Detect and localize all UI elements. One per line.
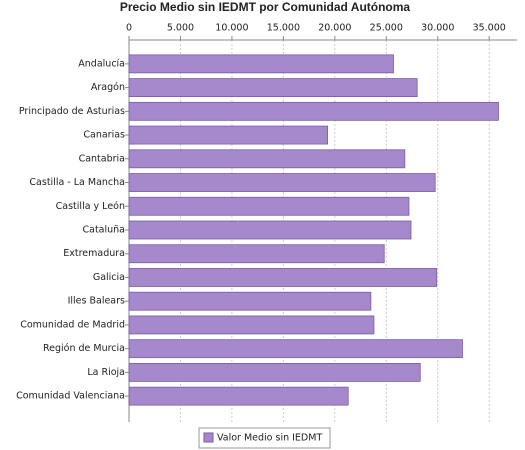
y-tick-label: Principado de Asturias [19,106,125,117]
y-tick-label: Aragón [91,82,125,93]
x-tick-label: 25.000 [370,23,403,34]
bar [128,101,499,121]
chart-title: Precio Medio sin IEDMT por Comunidad Aut… [120,0,411,14]
y-tick-label: Andalucía [78,58,125,69]
bar [128,220,412,240]
x-tick-label: 20.000 [318,23,351,34]
x-tick-label: 30.000 [421,23,454,34]
y-tick-label: Comunidad de Madrid [20,319,125,330]
y-tick-label: Cataluña [82,225,125,236]
bar [128,125,329,145]
bar [128,196,410,216]
x-tick-label: 0 [126,23,132,34]
y-tick-label: Canarias [83,130,125,141]
y-tick-label: Extremadura [63,248,125,259]
bar [128,244,385,264]
bar [128,291,372,311]
x-tick-label: 35.000 [473,23,506,34]
y-tick-label: Cantabria [79,153,125,164]
y-tick-label: Región de Murcia [43,343,125,354]
legend-label: Valor Medio sin IEDMT [217,433,322,444]
y-tick-label: Comunidad Valenciana [16,391,125,402]
legend-box [198,427,331,449]
y-tick-label: Illes Balears [68,296,125,307]
bar [128,268,438,287]
x-tick-label: 10.000 [215,23,248,34]
y-tick-label: La Rioja [87,367,125,378]
bar [128,386,349,406]
legend-swatch [203,432,214,443]
bar [128,362,421,382]
bar [128,173,436,192]
bar [128,54,394,74]
y-tick-label: Castilla - La Mancha [29,177,125,188]
bar [128,78,418,97]
bar [128,339,463,359]
x-tick-label: 5.000 [167,23,194,34]
y-tick-label: Galicia [93,272,125,283]
bar [128,149,406,169]
x-tick-label: 15.000 [267,23,300,34]
bar [128,315,375,335]
y-tick-label: Castilla y León [56,201,125,212]
